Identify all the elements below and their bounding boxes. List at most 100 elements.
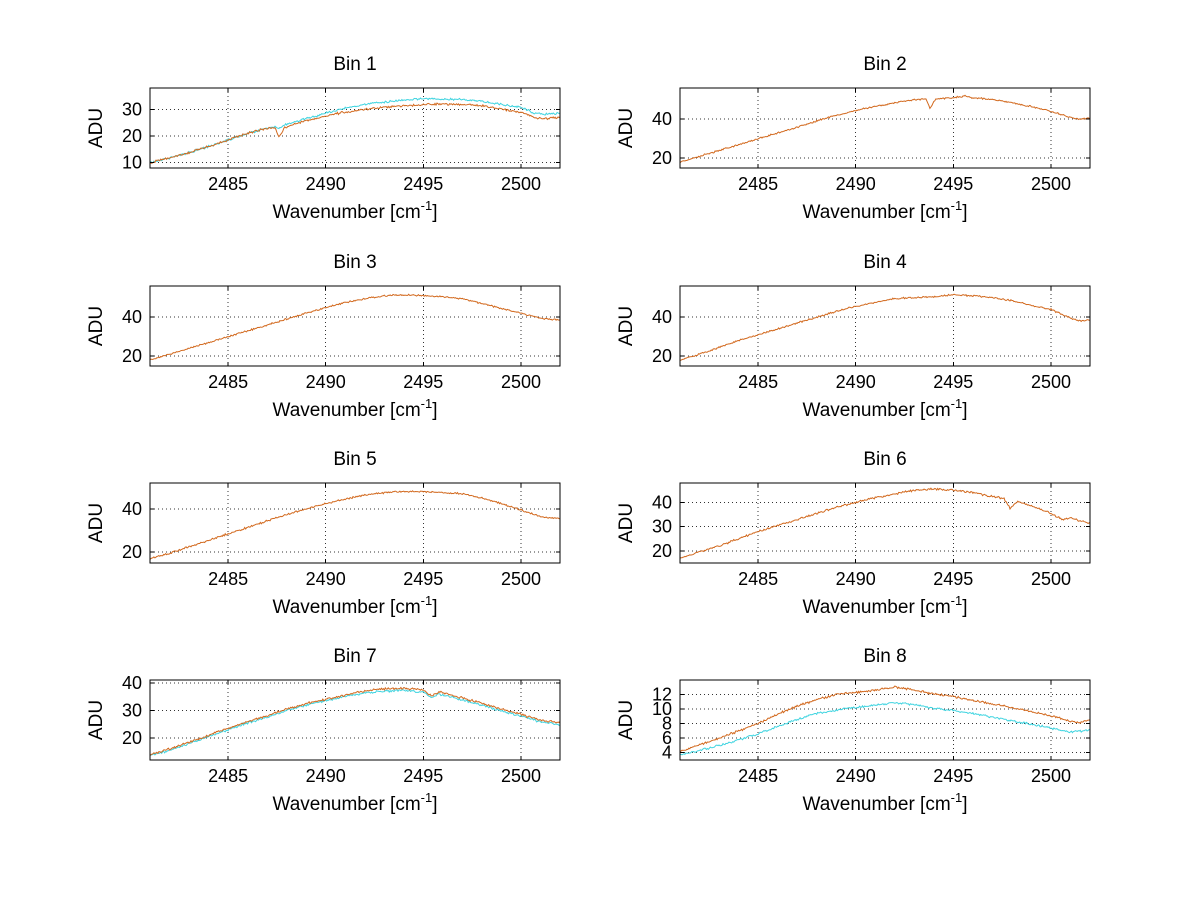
x-axis-label-close: ]: [432, 794, 437, 815]
plot-area-bin-6: Bin 6 ADU 2485 2490 2495 2500 20 30 40 Wavenum…: [616, 449, 1091, 618]
series-line-orange: [680, 94, 1090, 164]
x-tick-label: 2495: [933, 569, 973, 589]
plot-title: Bin 1: [333, 54, 376, 75]
x-axis-label-superscript: -1: [421, 198, 433, 213]
x-axis-label: Wavenumber [cm-1]: [802, 396, 967, 421]
x-axis-label: Wavenumber [cm-1]: [802, 593, 967, 618]
plot-area-bin-5: Bin 5 ADU 2485 2490 2495 2500 20 40 Wavenumbe…: [86, 449, 561, 618]
x-tick-label: 2500: [1031, 766, 1071, 786]
grid-lines: [150, 88, 560, 168]
subplot-bin-8: Bin 8 ADU 2485 2490 2495 2500 4 6 8 10 12 Wavenu…: [580, 644, 1100, 844]
x-axis-label-superscript: -1: [421, 790, 433, 805]
y-tick-label: 12: [652, 685, 672, 705]
x-axis-label-superscript: -1: [951, 198, 963, 213]
grid-lines: [680, 483, 1090, 563]
series-line-cyan: [680, 701, 1090, 756]
axes: 2485 2490 2495 2500 20 40: [652, 285, 1091, 392]
axes-box: [149, 285, 561, 367]
x-axis-label-superscript: -1: [421, 396, 433, 411]
x-tick-label: 2485: [208, 766, 248, 786]
grid-lines: [680, 286, 1090, 366]
x-tick-label: 2495: [403, 372, 443, 392]
tick-labels: 2485 2490 2495 2500 20 30 40: [122, 673, 541, 786]
x-tick-label: 2485: [208, 174, 248, 194]
y-tick-label: 10: [652, 699, 672, 719]
y-tick-label: 40: [122, 307, 142, 327]
series-lines: [150, 97, 560, 164]
y-tick-label: 4: [662, 743, 672, 763]
series-line-orange: [150, 102, 560, 164]
x-axis-label-close: ]: [962, 794, 967, 815]
grid-lines: [680, 88, 1090, 168]
x-axis-label: Wavenumber [cm-1]: [272, 198, 437, 223]
x-tick-label: 2495: [403, 569, 443, 589]
y-tick-label: 30: [122, 700, 142, 720]
grid-lines: [680, 680, 1090, 760]
tick-marks: [150, 483, 560, 563]
y-axis-label: ADU: [86, 306, 107, 346]
x-tick-label: 2495: [403, 174, 443, 194]
x-axis-label-main: Wavenumber [cm: [272, 794, 420, 815]
x-tick-label: 2490: [836, 174, 876, 194]
series-line-cyan: [150, 689, 560, 757]
series-lines: [680, 487, 1090, 559]
subplot-bin-6: Bin 6 ADU 2485 2490 2495 2500 20 30 40 Wavenum…: [580, 447, 1100, 647]
series-lines: [680, 293, 1090, 361]
y-axis-label: ADU: [86, 503, 107, 543]
tick-marks: [680, 286, 1090, 366]
x-tick-label: 2490: [306, 569, 346, 589]
axes: 2485 2490 2495 2500 20 30 40: [652, 482, 1091, 589]
series-lines: [150, 293, 560, 361]
y-tick-label: 30: [652, 517, 672, 537]
x-axis-label-main: Wavenumber [cm: [802, 202, 950, 223]
plot-title: Bin 3: [333, 252, 376, 273]
x-axis-label-main: Wavenumber [cm: [802, 597, 950, 618]
axes-box: [679, 679, 1091, 761]
y-tick-label: 20: [652, 346, 672, 366]
y-tick-label: 20: [122, 728, 142, 748]
x-tick-label: 2485: [738, 766, 778, 786]
plot-area-bin-1: Bin 1 ADU 2485 2490 2495 2500 10 20 30 Wavenum…: [86, 54, 561, 223]
plot-title: Bin 8: [863, 646, 906, 667]
tick-labels: 2485 2490 2495 2500 20 40: [652, 109, 1071, 194]
tick-marks: [150, 680, 560, 760]
tick-labels: 2485 2490 2495 2500 10 20 30: [122, 99, 541, 194]
y-tick-label: 40: [652, 307, 672, 327]
y-tick-label: 40: [652, 109, 672, 129]
x-axis-label-close: ]: [432, 400, 437, 421]
x-tick-label: 2495: [933, 174, 973, 194]
subplot-bin-2: Bin 2 ADU 2485 2490 2495 2500 20 40 Wavenumbe…: [580, 52, 1100, 252]
x-axis-label-superscript: -1: [951, 593, 963, 608]
axes: 2485 2490 2495 2500 20 30 40: [122, 673, 561, 786]
axes-box: [149, 87, 561, 169]
x-tick-label: 2500: [501, 766, 541, 786]
plot-title: Bin 6: [863, 449, 906, 470]
y-axis-label: ADU: [86, 700, 107, 740]
axes: 2485 2490 2495 2500 20 40: [122, 285, 561, 392]
tick-labels: 2485 2490 2495 2500 20 40: [652, 307, 1071, 392]
x-axis-label: Wavenumber [cm-1]: [272, 396, 437, 421]
tick-marks: [680, 483, 1090, 563]
x-tick-label: 2495: [403, 766, 443, 786]
x-tick-label: 2495: [933, 372, 973, 392]
y-tick-label: 30: [122, 99, 142, 119]
x-tick-label: 2490: [836, 372, 876, 392]
tick-labels: 2485 2490 2495 2500 20 30 40: [652, 492, 1071, 589]
x-tick-label: 2500: [1031, 174, 1071, 194]
x-axis-label-close: ]: [962, 597, 967, 618]
series-lines: [680, 685, 1090, 756]
tick-marks: [680, 680, 1090, 760]
series-line-orange: [680, 685, 1090, 753]
x-axis-label-superscript: -1: [951, 790, 963, 805]
x-tick-label: 2485: [738, 569, 778, 589]
x-axis-label-close: ]: [432, 597, 437, 618]
x-axis-label-main: Wavenumber [cm: [802, 400, 950, 421]
y-tick-label: 6: [662, 728, 672, 748]
x-tick-label: 2500: [1031, 569, 1071, 589]
x-axis-label: Wavenumber [cm-1]: [272, 593, 437, 618]
x-tick-label: 2490: [306, 372, 346, 392]
y-tick-label: 40: [122, 499, 142, 519]
grid-lines: [150, 483, 560, 563]
axes: 2485 2490 2495 2500 20 40: [652, 87, 1091, 194]
